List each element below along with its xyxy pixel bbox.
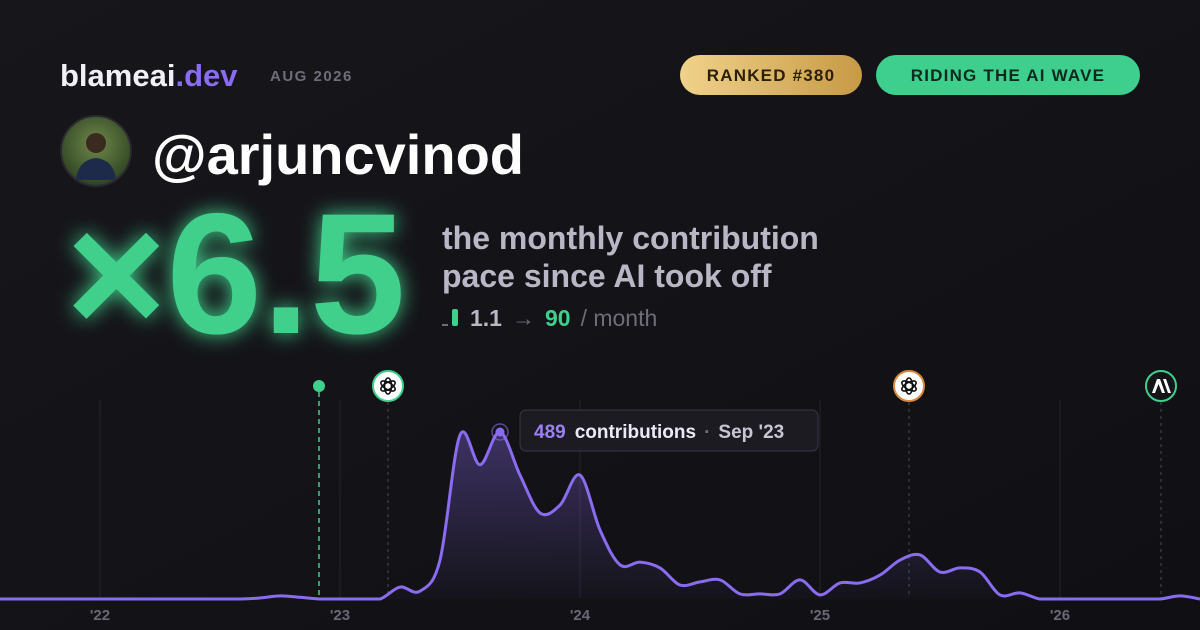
brand-name: blameai	[60, 58, 175, 93]
tooltip-separator: ·	[704, 422, 710, 443]
pace-arrow: →	[512, 305, 535, 331]
plot	[0, 423, 1200, 601]
x-tick-label: '23	[330, 607, 350, 624]
highlight-ring	[491, 423, 509, 441]
pace-icon	[452, 309, 458, 326]
openai-icon	[893, 370, 925, 402]
highlight-point	[495, 427, 505, 437]
tooltip-value: 489	[534, 422, 566, 443]
openai-icon	[372, 370, 404, 402]
avatar	[60, 115, 132, 187]
area-fill	[0, 431, 1200, 599]
event-icons	[372, 370, 1177, 402]
rank-badge	[680, 55, 862, 95]
area-line	[0, 430, 1200, 601]
rank-badge-text: RANKED #380	[707, 66, 835, 85]
x-tick-label: '22	[90, 607, 110, 624]
brand: blameai.dev	[60, 58, 238, 93]
multiplier: ×6.5	[66, 178, 406, 370]
x-tick-label: '26	[1050, 607, 1070, 624]
pace: 1.1 → 90 / month	[470, 305, 657, 331]
tooltip: 489 contributions · Sep '23	[519, 409, 819, 452]
event-dot	[313, 380, 325, 392]
anthropic-icon	[1145, 370, 1177, 402]
brand-tld: .dev	[175, 58, 238, 93]
username: @arjuncvinod	[152, 123, 524, 186]
tooltip-date: Sep '23	[718, 422, 784, 443]
status-badge-text: RIDING THE AI WAVE	[911, 66, 1105, 85]
x-tick-label: '25	[810, 607, 830, 624]
status-badge	[876, 55, 1140, 95]
tooltip-text: 489 contributions · Sep '23	[534, 422, 784, 443]
pace-before: 1.1	[470, 305, 502, 331]
tooltip-label: contributions	[575, 422, 696, 443]
x-tick-label: '24	[570, 607, 591, 624]
pace-unit: / month	[581, 305, 658, 331]
caption-line: pace since AI took off	[442, 258, 772, 294]
tooltip-box	[519, 409, 819, 452]
caption-line: the monthly contribution	[442, 220, 819, 256]
pace-icon	[442, 324, 448, 326]
date: AUG 2026	[270, 68, 353, 85]
pace-after: 90	[545, 305, 571, 331]
